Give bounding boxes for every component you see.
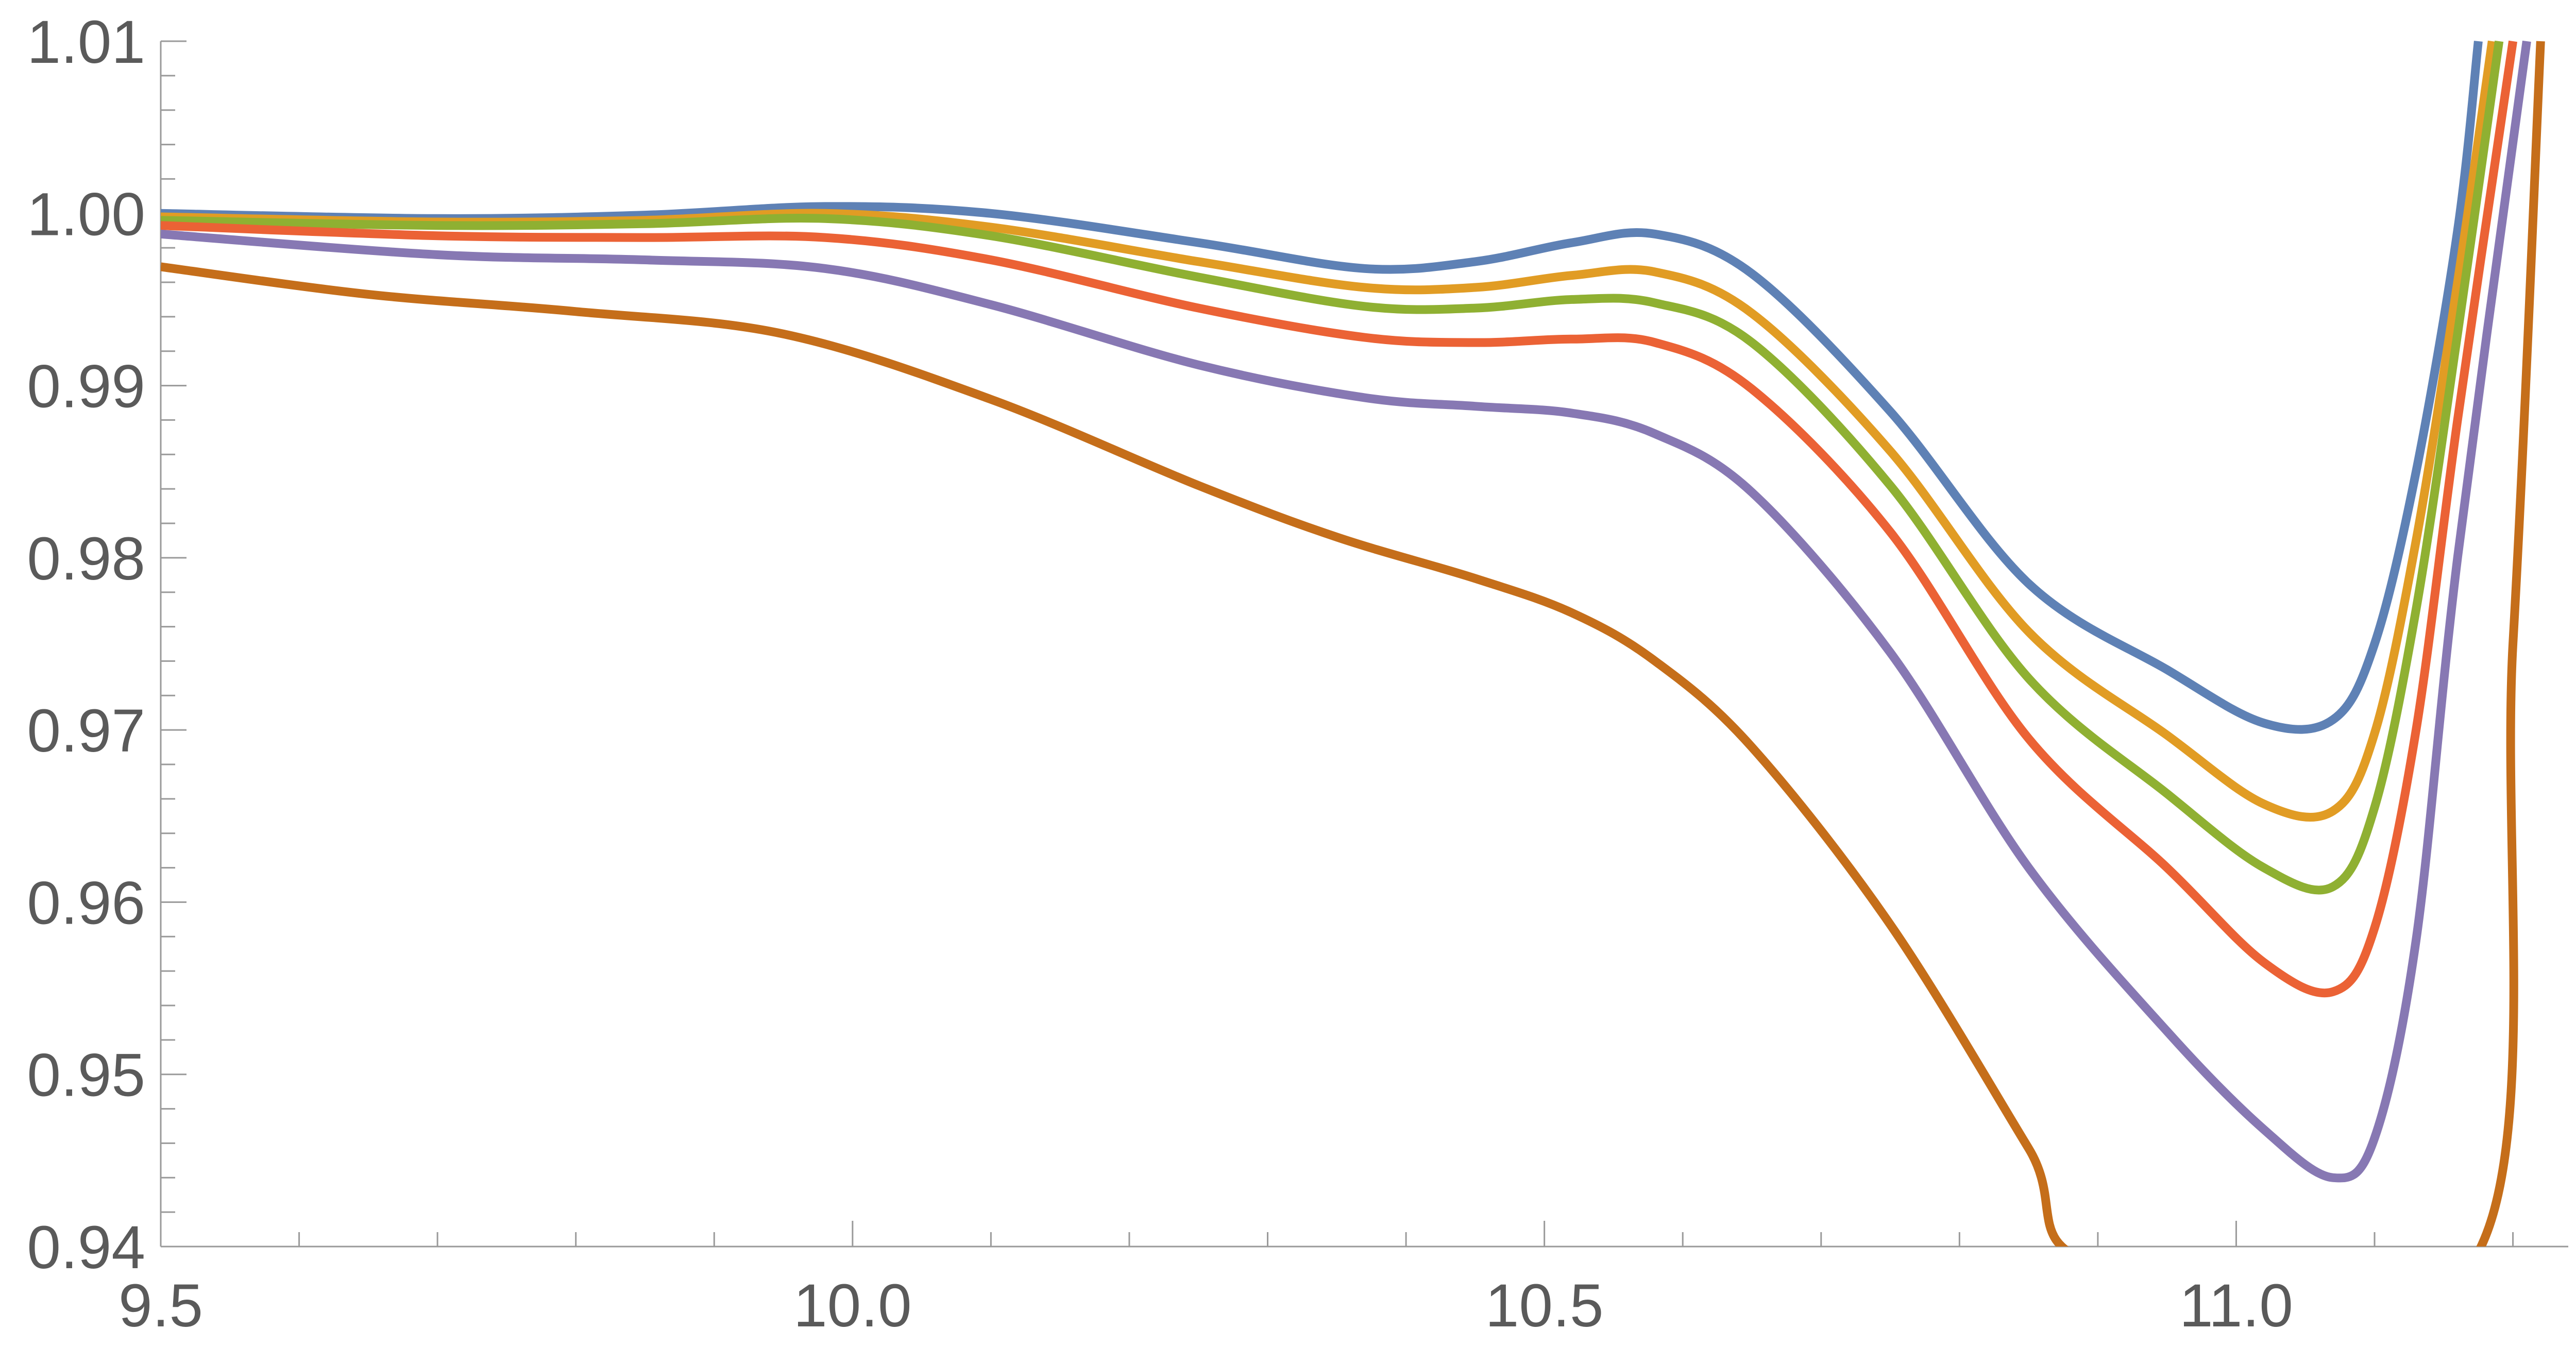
series-lines xyxy=(161,40,2545,1247)
y-tick-label: 1.00 xyxy=(27,180,145,248)
y-tick-label: 0.96 xyxy=(27,869,145,937)
y-tick-label: 1.01 xyxy=(27,8,145,76)
x-ticks: 9.5 10.0 10.5 11.0 xyxy=(118,1221,2514,1340)
y-tick-label: 0.97 xyxy=(27,697,145,765)
y-ticks: 0.94 0.95 0.96 0.97 0.98 0.99 1.00 1.01 xyxy=(27,8,187,1282)
series-line-6 xyxy=(161,41,2545,1247)
series-line-3 xyxy=(161,40,2504,895)
series-line-4 xyxy=(161,40,2518,998)
x-tick-label: 10.0 xyxy=(793,1272,912,1340)
series-line-5 xyxy=(161,40,2531,1183)
series-line-2 xyxy=(161,40,2497,822)
y-tick-label: 0.98 xyxy=(27,525,145,593)
y-tick-label: 0.99 xyxy=(27,353,145,421)
y-tick-label: 0.95 xyxy=(27,1042,145,1110)
x-tick-label: 11.0 xyxy=(2179,1272,2293,1340)
x-tick-label: 10.5 xyxy=(1485,1272,1604,1340)
series-line-1 xyxy=(161,41,2483,734)
y-tick-label: 0.94 xyxy=(27,1214,145,1282)
x-tick-label: 9.5 xyxy=(118,1272,203,1340)
axes: 9.5 10.0 10.5 11.0 0.94 0.95 0.96 0.97 0.98 0.99… xyxy=(27,8,2568,1340)
